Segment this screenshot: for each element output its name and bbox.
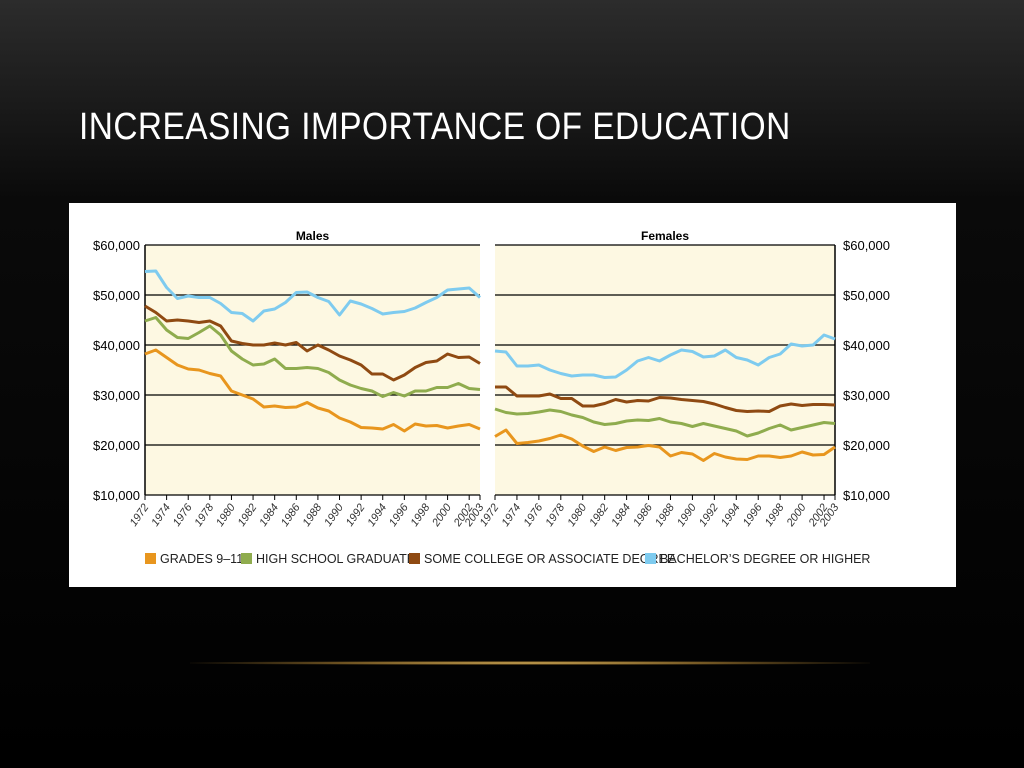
x-tick-label: 1994 bbox=[719, 502, 743, 529]
y-tick-label: $30,000 bbox=[843, 388, 890, 403]
y-tick-label: $20,000 bbox=[843, 438, 890, 453]
x-tick-label: 1988 bbox=[653, 501, 677, 529]
legend-swatch bbox=[145, 553, 156, 564]
x-tick-label: 2000 bbox=[430, 501, 455, 529]
data-line bbox=[494, 407, 836, 438]
x-tick-label: 1976 bbox=[521, 501, 545, 529]
y-tick-label: $60,000 bbox=[93, 238, 140, 253]
x-tick-label: 1984 bbox=[257, 502, 281, 529]
data-line bbox=[495, 385, 836, 413]
x-tick-label: 1998 bbox=[763, 501, 787, 529]
y-tick-label: $20,000 bbox=[93, 438, 140, 453]
legend-label: BACHELOR’S DEGREE OR HIGHER bbox=[660, 552, 870, 566]
x-tick-label: 1992 bbox=[344, 502, 368, 529]
y-tick-label: $10,000 bbox=[93, 488, 140, 503]
legend-swatch bbox=[409, 553, 420, 564]
x-tick-label: 1972 bbox=[128, 502, 152, 529]
x-tick-label: 1986 bbox=[279, 501, 303, 529]
data-line bbox=[144, 348, 481, 433]
x-tick-label: 1998 bbox=[409, 501, 433, 529]
slide-title: INCREASING IMPORTANCE OF EDUCATION bbox=[79, 106, 791, 148]
data-line bbox=[494, 333, 836, 379]
x-tick-label: 1974 bbox=[500, 502, 524, 529]
x-tick-label: 1980 bbox=[214, 501, 238, 529]
legend-label: SOME COLLEGE OR ASSOCIATE DEGREE bbox=[424, 552, 675, 566]
y-tick-label: $10,000 bbox=[843, 488, 890, 503]
x-tick-label: 2000 bbox=[784, 501, 809, 529]
x-tick-label: 1988 bbox=[300, 501, 324, 529]
x-tick-label: 1996 bbox=[741, 501, 765, 529]
y-tick-label: $40,000 bbox=[93, 338, 140, 353]
legend-swatch bbox=[645, 553, 656, 564]
legend-label: GRADES 9–11 bbox=[160, 552, 243, 566]
y-tick-label: $40,000 bbox=[843, 338, 890, 353]
legend-label: HIGH SCHOOL GRADUATE bbox=[256, 552, 415, 566]
x-tick-label: 1992 bbox=[697, 502, 721, 529]
panel-title: Females bbox=[641, 229, 689, 243]
x-tick-label: 1996 bbox=[387, 501, 411, 529]
x-tick-label: 1974 bbox=[149, 502, 173, 529]
y-tick-label: $50,000 bbox=[843, 288, 890, 303]
x-tick-label: 1990 bbox=[322, 501, 346, 529]
x-tick-label: 1980 bbox=[565, 501, 589, 529]
y-tick-label: $50,000 bbox=[93, 288, 140, 303]
x-tick-label: 1984 bbox=[609, 502, 633, 529]
chart: Males $10,000 $20,000 $30,000 $40,000 $50,000… bbox=[69, 203, 956, 587]
x-tick-label: 1978 bbox=[192, 501, 216, 529]
x-tick-label: 1990 bbox=[675, 501, 699, 529]
data-line bbox=[144, 269, 481, 323]
divider-glow bbox=[190, 661, 870, 665]
data-line bbox=[494, 428, 836, 462]
x-tick-label: 1976 bbox=[171, 501, 195, 529]
x-tick-label: 1986 bbox=[631, 501, 655, 529]
legend-swatch bbox=[241, 553, 252, 564]
x-tick-label: 1982 bbox=[236, 502, 260, 529]
x-tick-label: 1994 bbox=[365, 502, 389, 529]
y-tick-label: $60,000 bbox=[843, 238, 890, 253]
panel-title: Males bbox=[296, 229, 330, 243]
data-line bbox=[144, 316, 481, 398]
x-tick-label: 1978 bbox=[543, 501, 567, 529]
y-tick-label: $30,000 bbox=[93, 388, 140, 403]
data-line bbox=[144, 304, 481, 382]
x-tick-label: 1982 bbox=[587, 502, 611, 529]
